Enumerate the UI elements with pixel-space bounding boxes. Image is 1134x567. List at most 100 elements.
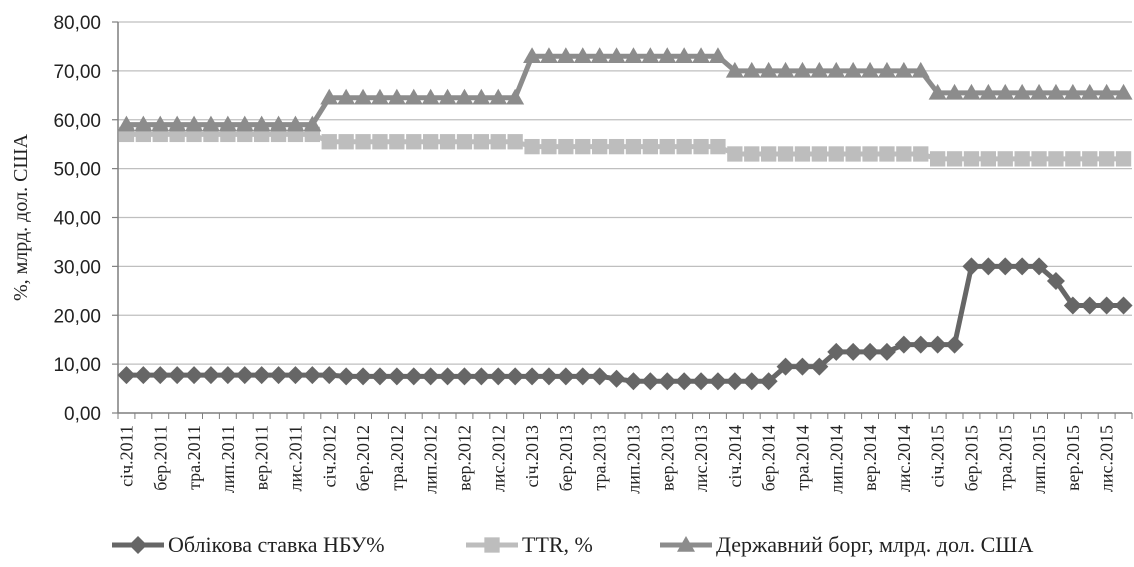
y-tick-label: 40,00 bbox=[53, 209, 101, 230]
data-point bbox=[675, 47, 694, 63]
legend-item: Облікова ставка НБУ% bbox=[112, 532, 385, 557]
x-tick-label: тра.2015 bbox=[995, 425, 1015, 491]
data-point bbox=[794, 146, 811, 162]
data-point bbox=[370, 88, 389, 105]
data-point bbox=[472, 367, 491, 386]
data-point bbox=[625, 138, 642, 155]
gridlines bbox=[118, 21, 1132, 365]
data-point bbox=[776, 61, 795, 78]
x-tick-label: вер.2012 bbox=[454, 425, 474, 491]
data-point bbox=[708, 47, 727, 63]
data-point bbox=[945, 83, 964, 100]
data-point bbox=[1014, 151, 1030, 167]
data-point bbox=[269, 366, 288, 385]
y-tick-label: 30,00 bbox=[53, 257, 101, 278]
data-point bbox=[861, 342, 880, 361]
data-point bbox=[117, 115, 136, 132]
data-point bbox=[134, 366, 153, 385]
x-tick-label: лис.2015 bbox=[1097, 425, 1117, 492]
data-point bbox=[844, 61, 863, 78]
y-tick-label: 0,00 bbox=[64, 404, 101, 425]
data-point bbox=[506, 88, 525, 105]
data-point bbox=[1099, 151, 1115, 167]
x-tick-label: тра.2011 bbox=[184, 425, 204, 490]
data-point bbox=[692, 372, 711, 391]
data-point bbox=[911, 61, 930, 78]
data-point bbox=[710, 138, 726, 155]
data-point bbox=[962, 83, 981, 100]
data-point bbox=[725, 372, 744, 391]
data-point bbox=[337, 88, 356, 105]
x-tick-label: лис.2011 bbox=[285, 425, 305, 491]
data-point bbox=[877, 342, 896, 361]
x-tick-label: січ.2013 bbox=[522, 425, 542, 488]
x-tick-label: бер.2012 bbox=[353, 425, 373, 491]
data-point bbox=[641, 372, 660, 391]
data-point bbox=[708, 372, 727, 391]
data-point bbox=[1097, 83, 1116, 100]
data-point bbox=[286, 115, 305, 132]
x-tick-label: лип.2011 bbox=[218, 425, 238, 493]
data-point bbox=[945, 335, 964, 354]
data-point bbox=[677, 536, 695, 552]
data-point bbox=[575, 138, 591, 155]
data-point bbox=[979, 83, 998, 100]
data-point bbox=[439, 134, 456, 150]
data-point bbox=[894, 61, 913, 78]
data-point bbox=[489, 88, 508, 105]
data-point bbox=[168, 366, 187, 385]
data-point bbox=[624, 47, 643, 63]
data-point bbox=[980, 151, 996, 167]
data-point bbox=[556, 367, 575, 386]
data-point bbox=[455, 88, 474, 105]
y-tick-label: 10,00 bbox=[53, 355, 101, 376]
data-point bbox=[624, 372, 643, 391]
data-point bbox=[252, 115, 271, 132]
data-point bbox=[355, 134, 371, 150]
data-point bbox=[523, 367, 542, 386]
data-point bbox=[641, 47, 660, 63]
data-point bbox=[659, 138, 675, 155]
y-axis-title: %, млрд. дол. США bbox=[10, 133, 32, 301]
data-point bbox=[845, 146, 861, 162]
data-point bbox=[168, 115, 187, 132]
data-point bbox=[658, 47, 677, 63]
y-tick-label: 20,00 bbox=[53, 306, 101, 327]
legend-label: Державний борг, млрд. дол. США bbox=[716, 532, 1034, 557]
data-point bbox=[776, 357, 795, 376]
data-point bbox=[607, 369, 626, 388]
data-point bbox=[507, 134, 523, 150]
data-point bbox=[456, 134, 473, 150]
data-point bbox=[286, 366, 305, 385]
x-tick-label: січ.2014 bbox=[725, 425, 745, 488]
data-point bbox=[269, 115, 288, 132]
data-point bbox=[1013, 83, 1032, 100]
axes: 0,00 10,00 20,00 30,00 40,00 50,00 60,00 70,00 8… bbox=[53, 13, 1133, 494]
data-point bbox=[129, 536, 147, 554]
data-point bbox=[556, 47, 575, 63]
data-point bbox=[438, 88, 457, 105]
y-tick-label: 50,00 bbox=[53, 160, 101, 181]
data-point bbox=[524, 138, 540, 155]
data-point bbox=[928, 83, 947, 100]
x-tick-label: лип.2013 bbox=[623, 425, 643, 494]
data-point bbox=[201, 115, 220, 132]
data-point bbox=[877, 61, 896, 78]
legend-item: Державний борг, млрд. дол. США bbox=[660, 532, 1034, 557]
x-tick-label: лис.2012 bbox=[488, 425, 508, 492]
data-point bbox=[455, 367, 474, 386]
data-point bbox=[879, 146, 895, 162]
data-point bbox=[675, 372, 694, 391]
legend-label: TTR, % bbox=[522, 532, 593, 557]
x-tick-label: лис.2014 bbox=[894, 425, 914, 492]
data-point bbox=[539, 47, 558, 63]
data-point bbox=[827, 342, 846, 361]
data-point bbox=[506, 367, 525, 386]
data-point bbox=[354, 88, 373, 105]
data-point bbox=[979, 257, 998, 276]
x-tick-label: січ.2012 bbox=[319, 425, 339, 488]
data-point bbox=[490, 134, 506, 150]
x-tick-label: вер.2015 bbox=[1063, 425, 1083, 491]
data-point bbox=[370, 367, 389, 386]
